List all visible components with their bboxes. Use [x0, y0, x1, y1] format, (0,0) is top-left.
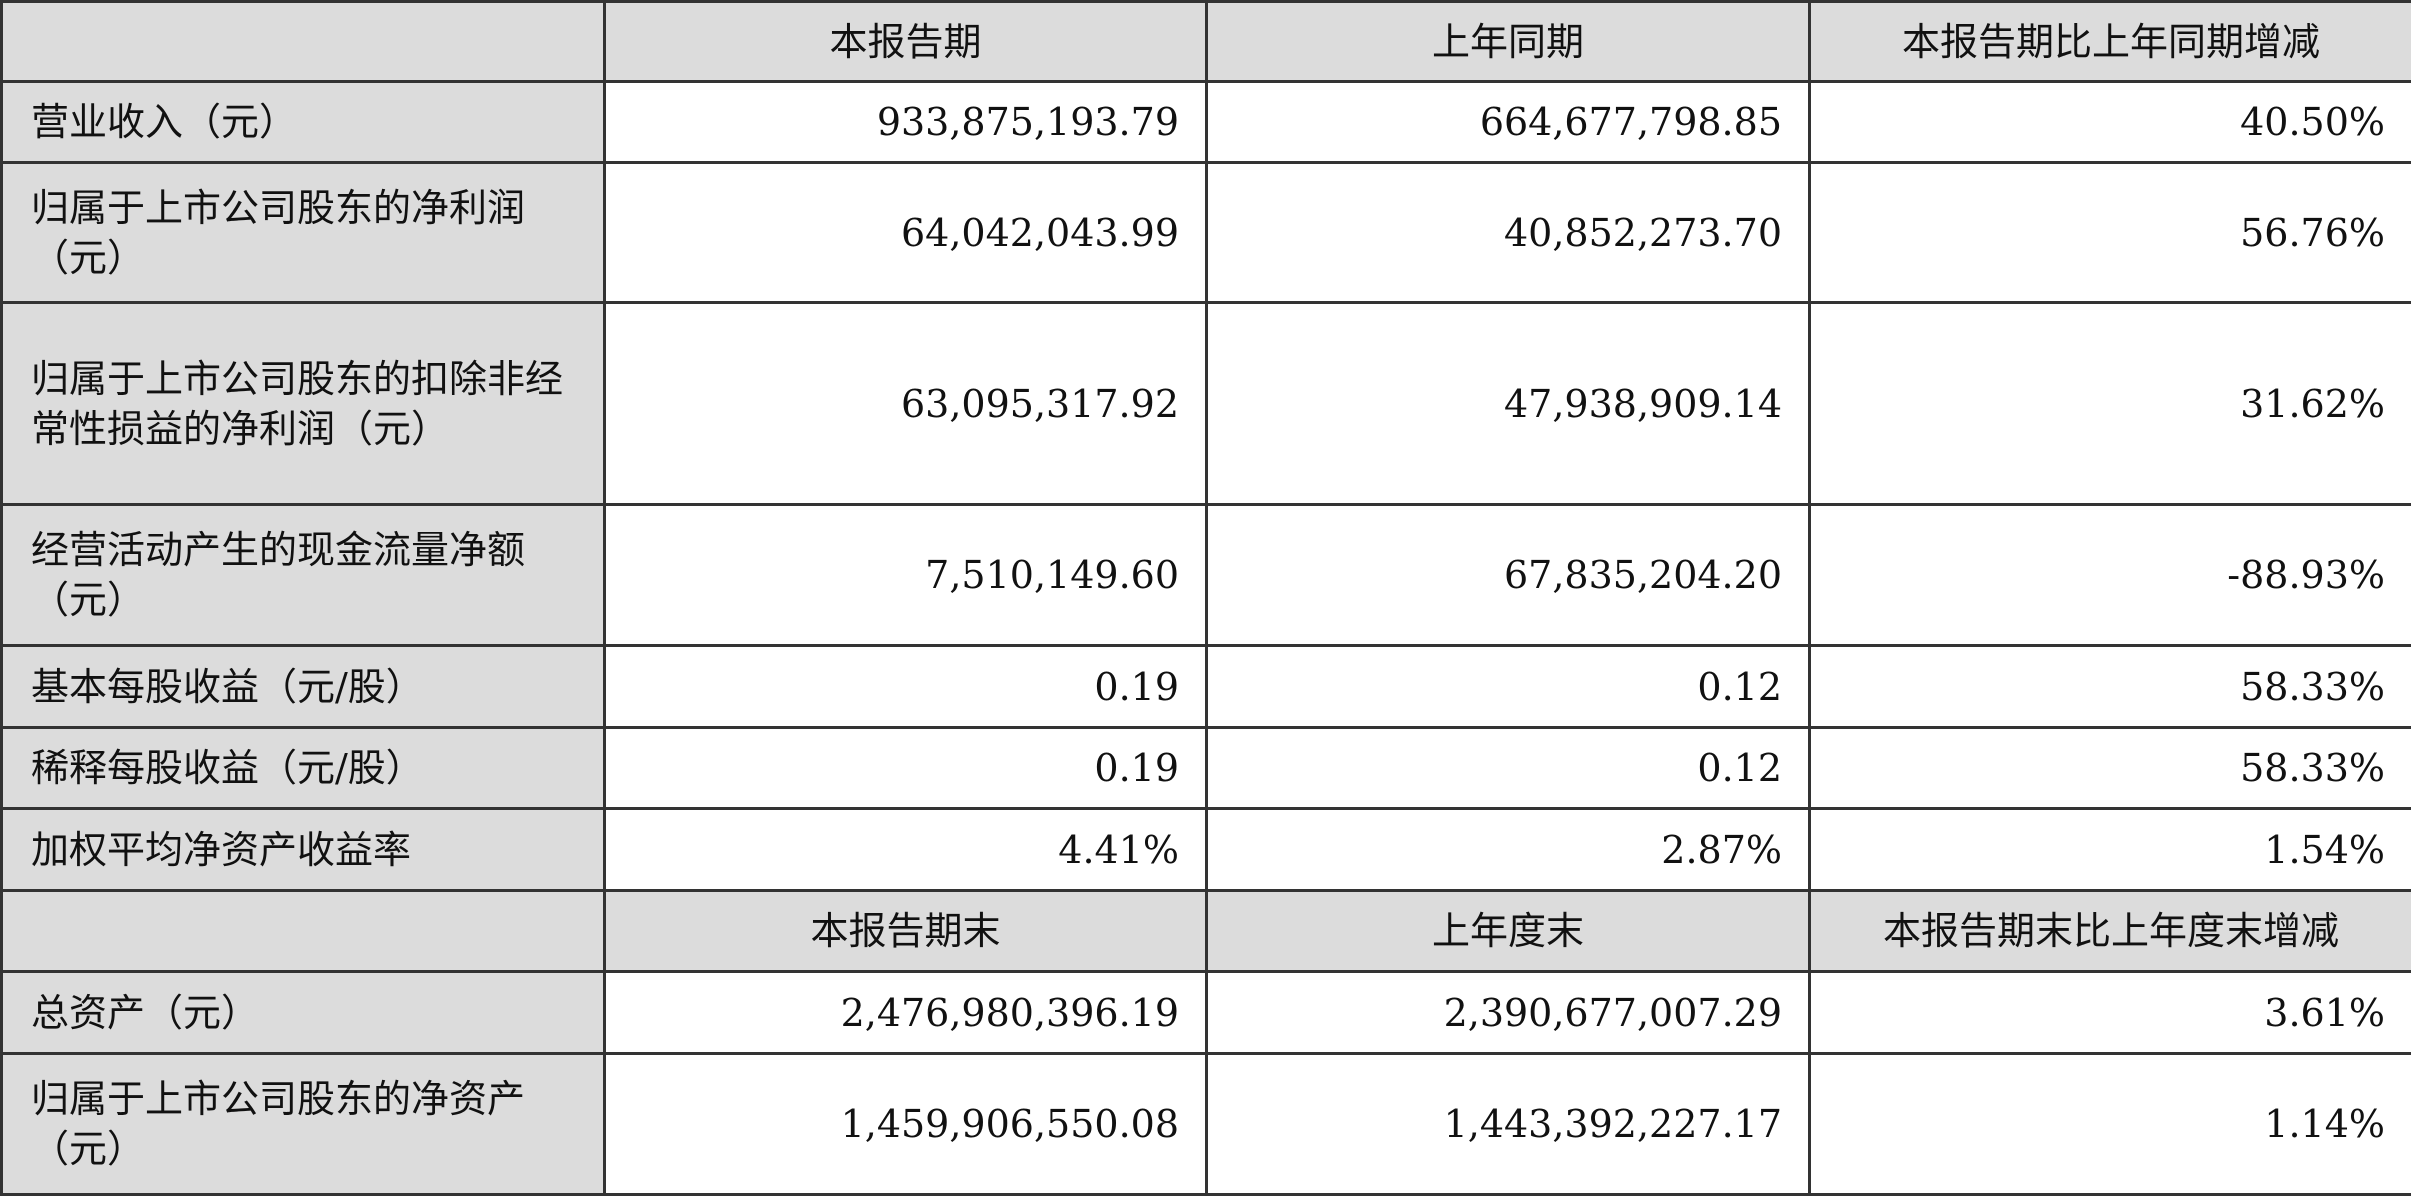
row-label: 归属于上市公司股东的扣除非经常性损益的净利润（元）	[2, 303, 605, 505]
row-label: 加权平均净资产收益率	[2, 809, 605, 891]
header-row: 本报告期末上年度末本报告期末比上年度末增减	[2, 891, 2411, 972]
row-label: 归属于上市公司股东的净利润（元）	[2, 163, 605, 303]
column-header: 本报告期	[605, 2, 1207, 82]
change-value: 1.14%	[1810, 1054, 2411, 1195]
header-row: 本报告期上年同期本报告期比上年同期增减	[2, 2, 2411, 82]
current-value: 0.19	[605, 646, 1207, 728]
change-value: 58.33%	[1810, 646, 2411, 728]
current-value: 7,510,149.60	[605, 505, 1207, 646]
current-value: 4.41%	[605, 809, 1207, 891]
column-header: 上年度末	[1207, 891, 1810, 972]
current-value: 2,476,980,396.19	[605, 972, 1207, 1054]
change-value: -88.93%	[1810, 505, 2411, 646]
current-value: 933,875,193.79	[605, 82, 1207, 163]
prior-value: 67,835,204.20	[1207, 505, 1810, 646]
column-header: 上年同期	[1207, 2, 1810, 82]
change-value: 1.54%	[1810, 809, 2411, 891]
current-value: 1,459,906,550.08	[605, 1054, 1207, 1195]
change-value: 31.62%	[1810, 303, 2411, 505]
prior-value: 1,443,392,227.17	[1207, 1054, 1810, 1195]
current-value: 0.19	[605, 728, 1207, 809]
current-value: 64,042,043.99	[605, 163, 1207, 303]
prior-value: 0.12	[1207, 728, 1810, 809]
column-header: 本报告期比上年同期增减	[1810, 2, 2411, 82]
column-header: 本报告期末	[605, 891, 1207, 972]
change-value: 40.50%	[1810, 82, 2411, 163]
prior-value: 0.12	[1207, 646, 1810, 728]
prior-value: 664,677,798.85	[1207, 82, 1810, 163]
row-label: 基本每股收益（元/股）	[2, 646, 605, 728]
row-label: 稀释每股收益（元/股）	[2, 728, 605, 809]
row-label: 归属于上市公司股东的净资产（元）	[2, 1054, 605, 1195]
prior-value: 47,938,909.14	[1207, 303, 1810, 505]
prior-value: 40,852,273.70	[1207, 163, 1810, 303]
current-value: 63,095,317.92	[605, 303, 1207, 505]
column-header	[2, 891, 605, 972]
change-value: 3.61%	[1810, 972, 2411, 1054]
change-value: 58.33%	[1810, 728, 2411, 809]
prior-value: 2.87%	[1207, 809, 1810, 891]
row-label: 营业收入（元）	[2, 82, 605, 163]
column-header: 本报告期末比上年度末增减	[1810, 891, 2411, 972]
row-label: 经营活动产生的现金流量净额（元）	[2, 505, 605, 646]
change-value: 56.76%	[1810, 163, 2411, 303]
row-label: 总资产（元）	[2, 972, 605, 1054]
prior-value: 2,390,677,007.29	[1207, 972, 1810, 1054]
column-header	[2, 2, 605, 82]
